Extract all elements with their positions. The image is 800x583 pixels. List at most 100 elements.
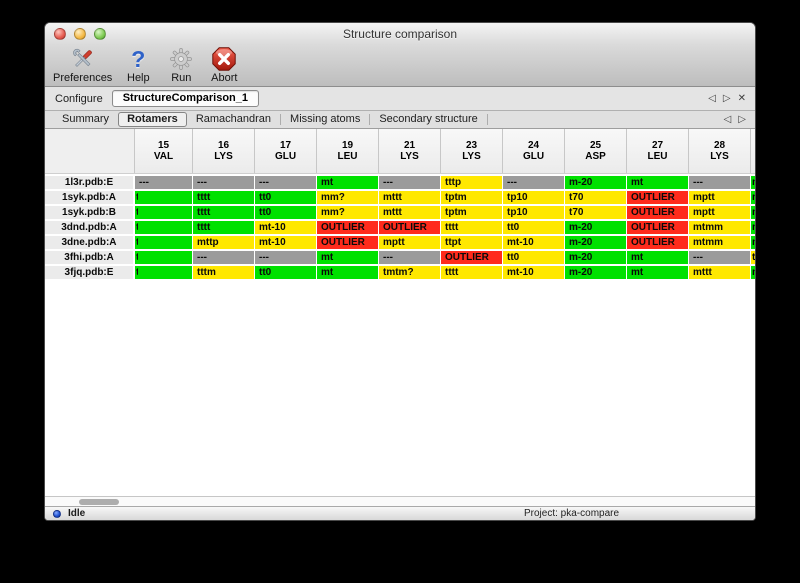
table-cell[interactable]: t	[135, 206, 192, 219]
table-cell[interactable]: mptt	[689, 206, 750, 219]
table-cell[interactable]: m-20	[565, 251, 626, 264]
tab-ramachandran[interactable]: Ramachandran	[195, 113, 272, 125]
table-cell[interactable]: tttt	[193, 191, 254, 204]
table-cell[interactable]: tt0	[255, 266, 316, 279]
table-cell[interactable]: mttt	[379, 206, 440, 219]
table-cell[interactable]: OUTLIER	[627, 221, 688, 234]
table-cell[interactable]: mttt	[689, 266, 750, 279]
clipped-edge-cell[interactable]: m	[751, 266, 755, 279]
row-label[interactable]: 1l3r.pdb:E	[45, 176, 133, 189]
table-cell[interactable]: OUTLIER	[441, 251, 502, 264]
table-cell[interactable]: mm?	[317, 206, 378, 219]
table-cell[interactable]: mt	[317, 266, 378, 279]
table-cell[interactable]: tttt	[441, 221, 502, 234]
table-cell[interactable]: mt	[627, 266, 688, 279]
preferences-button[interactable]: Preferences	[53, 45, 112, 85]
table-cell[interactable]: ---	[255, 176, 316, 189]
table-cell[interactable]: mtmm	[689, 236, 750, 249]
table-cell[interactable]: m-20	[565, 176, 626, 189]
table-cell[interactable]: tttt	[193, 221, 254, 234]
table-cell[interactable]: mt-10	[503, 266, 564, 279]
run-button[interactable]: Run	[164, 45, 198, 85]
table-cell[interactable]: t	[135, 236, 192, 249]
table-cell[interactable]: mt	[317, 251, 378, 264]
clipped-edge-cell[interactable]: m	[751, 236, 755, 249]
table-cell[interactable]: mttt	[379, 191, 440, 204]
clipped-edge-cell[interactable]: t	[751, 251, 755, 264]
horizontal-scrollbar[interactable]	[45, 496, 755, 506]
table-cell[interactable]: ---	[193, 251, 254, 264]
clipped-edge-cell[interactable]: m	[751, 176, 755, 189]
row-label[interactable]: 3dne.pdb:A	[45, 236, 133, 249]
table-cell[interactable]: m-20	[565, 236, 626, 249]
table-cell[interactable]: ---	[689, 176, 750, 189]
abort-button[interactable]: Abort	[207, 45, 241, 85]
table-cell[interactable]: t	[135, 221, 192, 234]
table-cell[interactable]: t	[135, 191, 192, 204]
table-cell[interactable]: tt0	[503, 251, 564, 264]
scrollbar-thumb[interactable]	[79, 499, 119, 505]
tab-missing-atoms[interactable]: Missing atoms	[290, 113, 361, 125]
row-label[interactable]: 1syk.pdb:A	[45, 191, 133, 204]
table-cell[interactable]: mt	[627, 251, 688, 264]
table-cell[interactable]: tt0	[255, 206, 316, 219]
table-cell[interactable]: OUTLIER	[317, 236, 378, 249]
tab-rotamers[interactable]: Rotamers	[118, 112, 187, 127]
table-cell[interactable]: mt-10	[255, 221, 316, 234]
tabs-scroll-right-icon[interactable]: ▷	[738, 114, 746, 125]
close-configuration-icon[interactable]: ✕	[737, 93, 746, 104]
table-cell[interactable]: t70	[565, 191, 626, 204]
configuration-selector[interactable]: StructureComparison_1	[111, 90, 260, 107]
table-cell[interactable]: ---	[255, 251, 316, 264]
close-button[interactable]	[54, 28, 66, 40]
table-cell[interactable]: ---	[503, 176, 564, 189]
table-cell[interactable]: t	[135, 251, 192, 264]
row-label[interactable]: 3dnd.pdb:A	[45, 221, 133, 234]
table-cell[interactable]: tttt	[193, 206, 254, 219]
clipped-edge-cell[interactable]: m	[751, 191, 755, 204]
table-cell[interactable]: tt0	[503, 221, 564, 234]
help-button[interactable]: ? Help	[121, 45, 155, 85]
table-cell[interactable]: ---	[689, 251, 750, 264]
table-cell[interactable]: ---	[379, 176, 440, 189]
prev-configuration-icon[interactable]: ◁	[708, 93, 716, 104]
table-cell[interactable]: t	[135, 266, 192, 279]
table-cell[interactable]: mttp	[193, 236, 254, 249]
table-cell[interactable]: mptt	[689, 191, 750, 204]
next-configuration-icon[interactable]: ▷	[722, 93, 731, 104]
table-cell[interactable]: OUTLIER	[627, 191, 688, 204]
table-cell[interactable]: tp10	[503, 206, 564, 219]
row-label[interactable]: 1syk.pdb:B	[45, 206, 133, 219]
table-cell[interactable]: m-20	[565, 221, 626, 234]
tab-secondary-structure[interactable]: Secondary structure	[379, 113, 478, 125]
table-cell[interactable]: OUTLIER	[627, 206, 688, 219]
table-cell[interactable]: tttt	[441, 266, 502, 279]
title-bar[interactable]: Structure comparison	[45, 23, 755, 45]
table-cell[interactable]: mtmm	[689, 221, 750, 234]
clipped-edge-cell[interactable]: m	[751, 221, 755, 234]
table-cell[interactable]: ---	[193, 176, 254, 189]
table-cell[interactable]: mt-10	[255, 236, 316, 249]
table-cell[interactable]: mt	[317, 176, 378, 189]
table-cell[interactable]: t70	[565, 206, 626, 219]
table-cell[interactable]: tttp	[441, 176, 502, 189]
table-cell[interactable]: mt	[627, 176, 688, 189]
table-cell[interactable]: tptm	[441, 206, 502, 219]
table-cell[interactable]: tp10	[503, 191, 564, 204]
table-cell[interactable]: OUTLIER	[379, 221, 440, 234]
table-cell[interactable]: tmtm?	[379, 266, 440, 279]
tab-summary[interactable]: Summary	[62, 113, 110, 125]
table-cell[interactable]: m-20	[565, 266, 626, 279]
table-cell[interactable]: OUTLIER	[317, 221, 378, 234]
tabs-scroll-left-icon[interactable]: ◁	[723, 114, 732, 125]
table-cell[interactable]: mptt	[379, 236, 440, 249]
table-cell[interactable]: ---	[135, 176, 192, 189]
table-cell[interactable]: tt0	[255, 191, 316, 204]
table-cell[interactable]: tptm	[441, 191, 502, 204]
clipped-edge-cell[interactable]: m	[751, 206, 755, 219]
table-cell[interactable]: ttpt	[441, 236, 502, 249]
table-cell[interactable]: tttm	[193, 266, 254, 279]
table-cell[interactable]: OUTLIER	[627, 236, 688, 249]
row-label[interactable]: 3fjq.pdb:E	[45, 266, 133, 279]
minimize-button[interactable]	[74, 28, 86, 40]
